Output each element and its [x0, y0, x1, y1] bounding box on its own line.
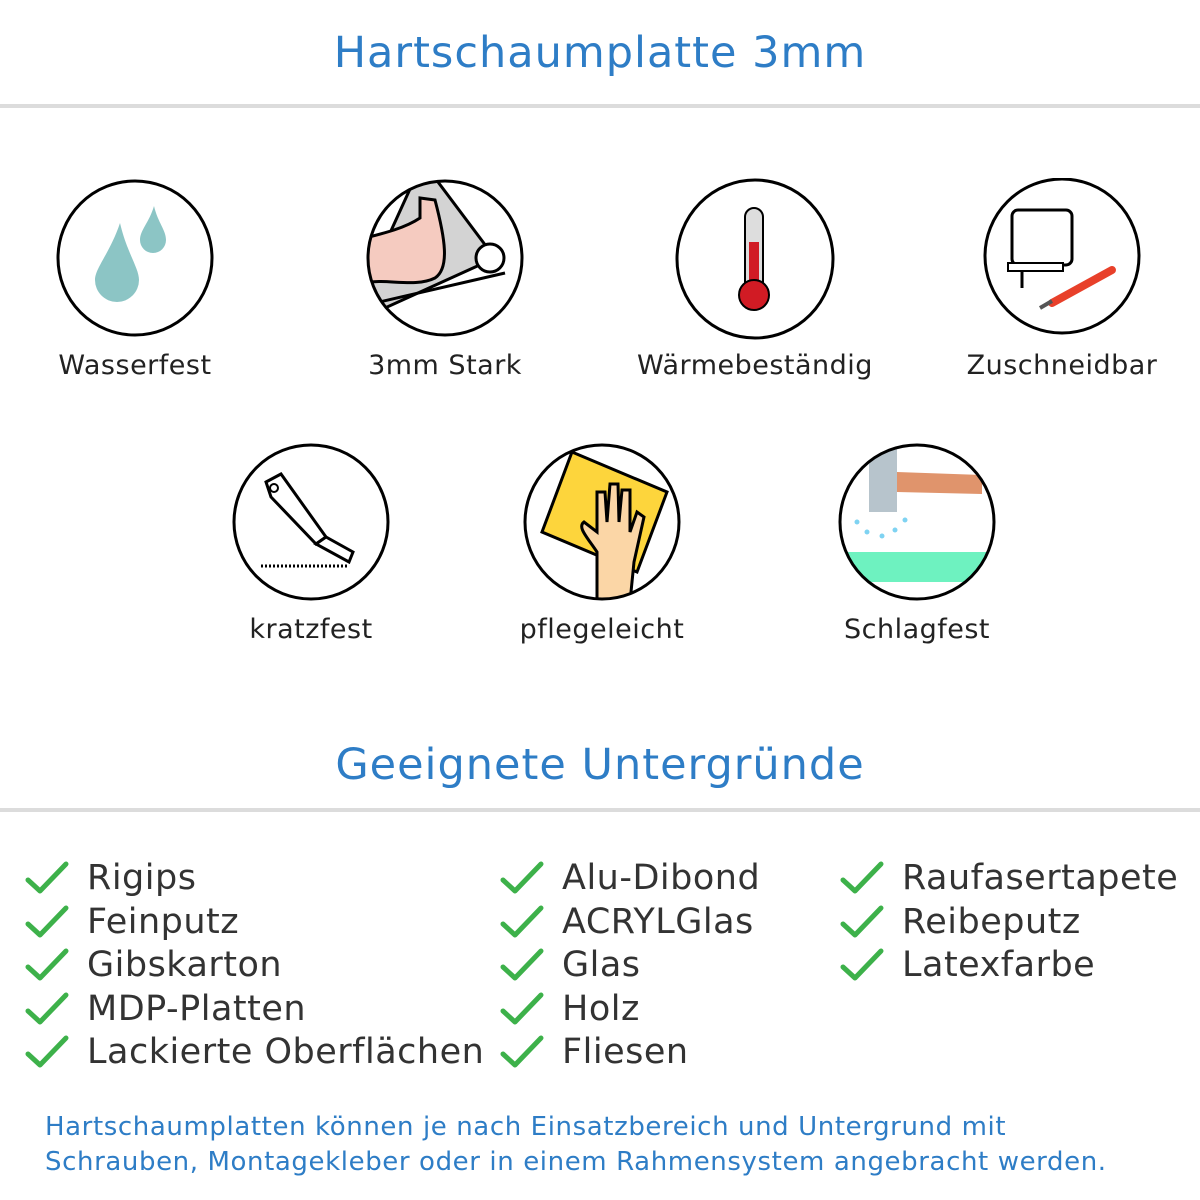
surface-label: Latexfarbe	[902, 945, 1096, 985]
surface-label: Glas	[562, 945, 641, 985]
checkmark-icon	[840, 905, 884, 937]
checkmark-icon	[500, 905, 544, 937]
surface-label: Alu-Dibond	[562, 858, 761, 898]
surface-label: Holz	[562, 988, 640, 1029]
utility-knife-icon	[232, 443, 390, 601]
feature-3mm-stark: 3mm Stark	[295, 178, 595, 381]
checkmark-icon	[500, 992, 544, 1024]
footer-note-line-2: Schrauben, Montagekleber oder in einem R…	[45, 1147, 1107, 1177]
page-title: Hartschaumplatte 3mm	[333, 28, 867, 78]
feature-schlagfest: Schlagfest	[767, 442, 1067, 645]
feature-label: Zuschneidbar	[966, 350, 1158, 381]
surface-item: Glas	[500, 943, 641, 987]
strong-arm-icon	[366, 179, 524, 337]
feature-waermebestaendig: Wärmebeständig	[605, 178, 905, 381]
feature-label: 3mm Stark	[368, 350, 522, 381]
surface-label: Fliesen	[562, 1032, 689, 1072]
divider	[0, 808, 1200, 812]
surface-item: Raufasertapete	[840, 856, 1178, 900]
feature-zuschneidbar: Zuschneidbar	[912, 178, 1200, 381]
checkmark-icon	[840, 861, 884, 894]
checkmark-icon	[25, 992, 69, 1024]
hammer-impact-icon	[838, 443, 996, 601]
surface-label: ACRYLGlas	[562, 901, 754, 942]
thermometer-icon	[675, 178, 835, 340]
surface-item: Holz	[500, 987, 640, 1031]
surface-label: Reibeputz	[902, 901, 1081, 942]
surface-label: Gibskarton	[87, 945, 283, 985]
checkmark-icon	[500, 861, 544, 894]
feature-label: Schlagfest	[843, 614, 991, 645]
feature-label: kratzfest	[249, 614, 373, 645]
hand-cloth-icon	[523, 443, 681, 601]
surface-label: Rigips	[87, 858, 197, 898]
feature-label: Wasserfest	[58, 350, 212, 381]
surface-item: Lackierte Oberflächen	[25, 1030, 484, 1074]
checkmark-icon	[25, 861, 69, 894]
surface-item: Feinputz	[25, 900, 239, 944]
surface-item: Gibskarton	[25, 943, 282, 987]
surface-label: Feinputz	[87, 901, 240, 942]
checkmark-icon	[840, 948, 884, 981]
checkmark-icon	[500, 1035, 544, 1068]
checkmark-icon	[25, 948, 69, 981]
surfaces-title: Geeignete Untergründe	[335, 740, 865, 790]
surface-label: MDP-Platten	[87, 988, 307, 1029]
feature-label: pflegeleicht	[519, 614, 685, 645]
surface-item: Latexfarbe	[840, 943, 1095, 987]
jigsaw-cutter-icon	[983, 178, 1141, 335]
checkmark-icon	[25, 905, 69, 937]
surface-item: Fliesen	[500, 1030, 689, 1074]
feature-wasserfest: Wasserfest	[0, 178, 285, 381]
footer-note-line-1: Hartschaumplatten können je nach Einsatz…	[45, 1112, 1007, 1142]
feature-kratzfest: kratzfest	[161, 442, 461, 645]
checkmark-icon	[25, 1035, 69, 1068]
water-drops-icon	[56, 179, 214, 337]
surface-item: Rigips	[25, 856, 196, 900]
feature-pflegeleicht: pflegeleicht	[452, 442, 752, 645]
surface-item: ACRYLGlas	[500, 900, 754, 944]
surface-item: MDP-Platten	[25, 987, 306, 1031]
feature-label: Wärmebeständig	[637, 350, 873, 381]
surface-item: Alu-Dibond	[500, 856, 760, 900]
surface-label: Raufasertapete	[902, 858, 1179, 898]
checkmark-icon	[500, 948, 544, 981]
surface-label: Lackierte Oberflächen	[87, 1032, 485, 1072]
surface-item: Reibeputz	[840, 900, 1081, 944]
divider	[0, 104, 1200, 108]
